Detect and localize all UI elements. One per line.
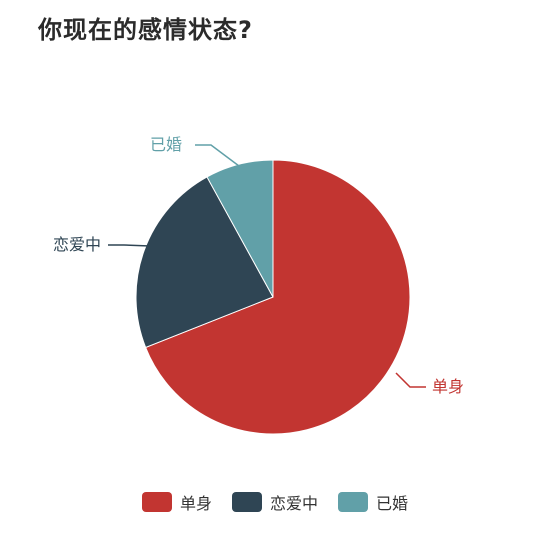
slice-label-dating: 恋爱中	[53, 235, 101, 254]
legend-swatch-dating	[231, 492, 262, 512]
label-line-single	[395, 372, 426, 388]
slice-label-married: 已婚	[150, 135, 182, 154]
legend-item-single[interactable]: 单身	[141, 490, 212, 514]
pie-slice-married[interactable]	[206, 159, 274, 298]
chart-legend: 单身 恋爱中 已婚	[0, 490, 550, 514]
legend-item-dating[interactable]: 恋爱中	[231, 490, 318, 514]
label-line-dating	[108, 244, 151, 247]
legend-label-married: 已婚	[376, 494, 409, 513]
legend-swatch-married	[338, 492, 368, 512]
legend-label-dating: 恋爱中	[269, 494, 318, 513]
pie-slice-single[interactable]	[144, 159, 411, 435]
pie-slice-dating[interactable]	[135, 176, 274, 349]
legend-item-married[interactable]: 已婚	[338, 490, 408, 514]
legend-swatch-single	[141, 492, 172, 512]
chart-title: 你现在的感情状态?	[38, 16, 253, 44]
legend-label-single: 单身	[179, 494, 212, 513]
label-line-married	[195, 144, 240, 167]
slice-label-single: 单身	[432, 377, 464, 396]
